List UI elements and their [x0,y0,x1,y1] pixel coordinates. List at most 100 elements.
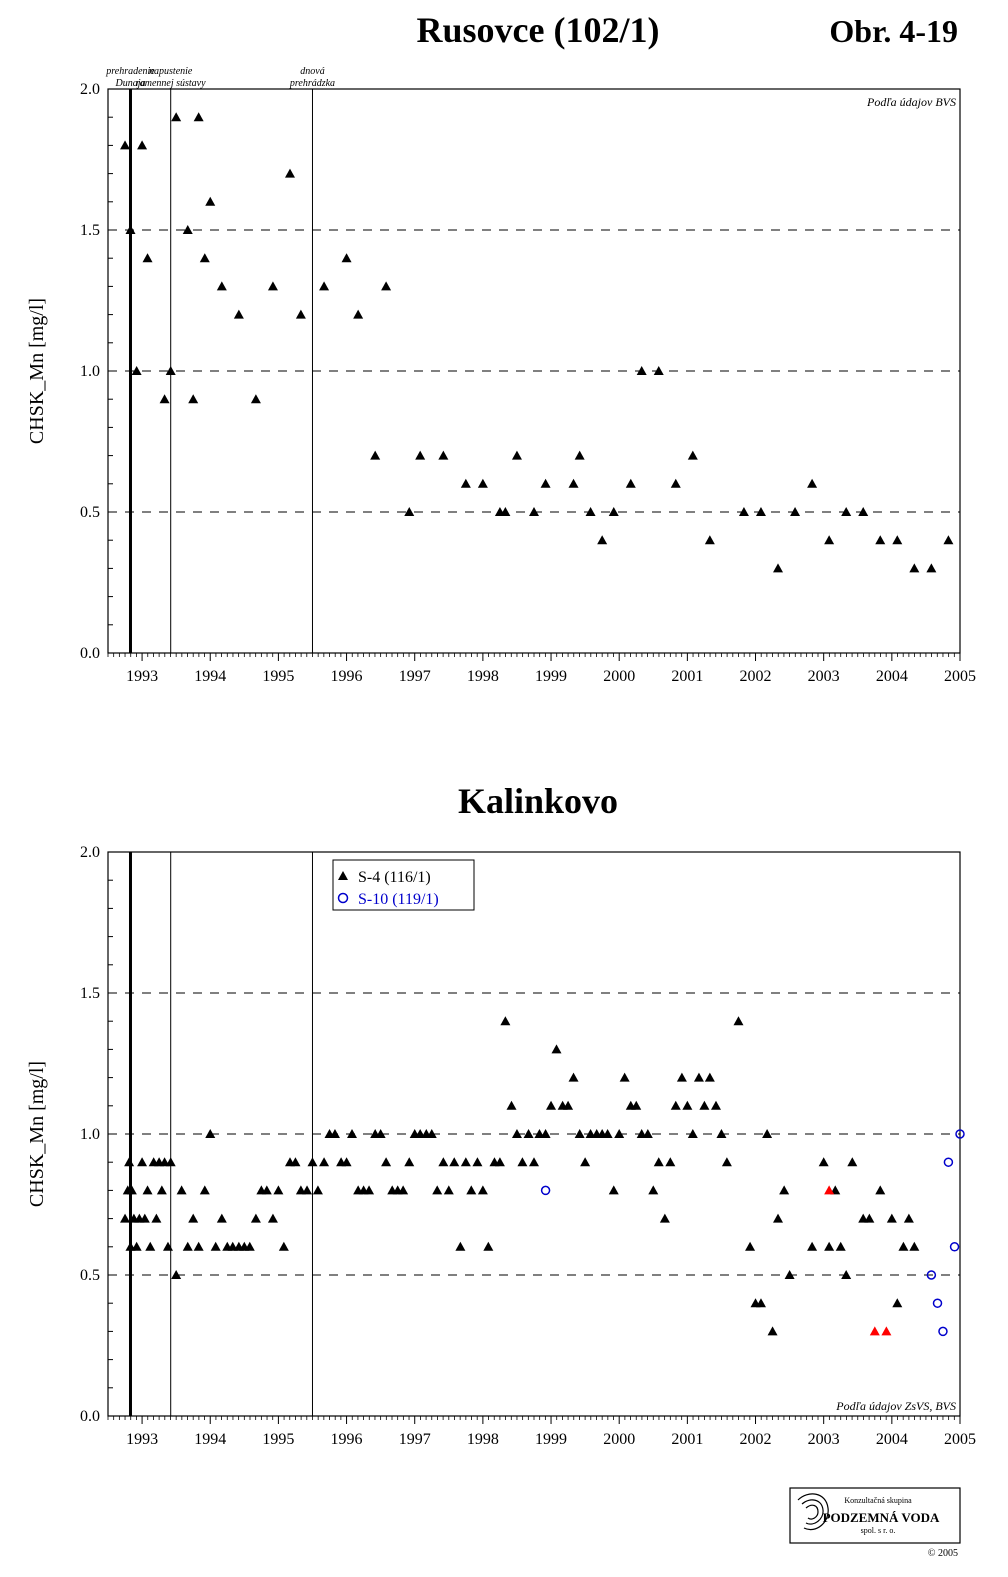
data-point [347,1129,358,1138]
x-tick-label: 2001 [671,668,703,685]
legend-circle-icon [337,892,349,904]
data-point [903,1213,914,1223]
data-point [745,1241,756,1251]
data-point [784,1270,795,1279]
data-point [551,1044,562,1054]
data-point [511,450,522,460]
x-tick-label: 2004 [876,668,908,685]
data-point [307,1157,318,1167]
data-point [625,478,636,488]
data-point [841,1270,852,1279]
data-point [205,196,216,206]
data-point [460,1157,471,1167]
data-point [602,1129,613,1138]
data-point [295,309,306,319]
x-tick-label: 1993 [126,1431,158,1448]
data-point [156,1185,167,1195]
data-point [824,535,835,545]
figure-id: Obr. 4-19 [829,13,958,49]
data-point [864,1213,875,1223]
data-point [466,1185,477,1195]
y-tick-label: 1.0 [80,1126,100,1143]
data-point [131,1241,142,1251]
data-point [773,1213,784,1223]
x-tick-label: 2001 [671,1431,703,1448]
data-point [580,1157,591,1167]
data-point [773,563,784,573]
data-point [540,1185,551,1196]
data-point [171,112,182,122]
copyright-note: © 2005 [928,1548,958,1559]
data-point [176,1185,187,1195]
data-point [381,281,392,291]
data-point [892,1298,903,1308]
data-point [608,1185,619,1195]
data-point [278,1241,289,1251]
data-point [319,281,330,291]
data-point [648,1185,659,1195]
x-tick-label: 2005 [944,1431,976,1448]
x-tick-label: 1996 [331,668,363,685]
x-tick-label: 2000 [603,1431,635,1448]
data-point [261,1185,272,1195]
legend-label-s4: S-4 (116/1) [358,869,431,886]
data-point [824,1185,835,1195]
x-tick-label: 2000 [603,668,635,685]
data-point [693,1072,704,1082]
event-label: ramennej sústavy [136,78,206,89]
data-point [341,1157,352,1167]
data-point [943,1157,954,1167]
y-tick-label: 2.0 [80,844,100,861]
data-point [932,1298,943,1308]
data-point [568,478,579,488]
data-point [477,1185,488,1195]
y-tick-label: 0.0 [80,1408,100,1425]
x-tick-label: 2003 [808,1431,840,1448]
data-point [710,1100,721,1110]
data-point [142,253,153,263]
data-point [290,1157,301,1167]
data-point [199,253,210,263]
data-point [909,1241,920,1251]
data-point [312,1185,323,1195]
data-point [738,507,749,516]
data-point [284,168,295,178]
data-point [938,1326,948,1337]
x-tick-label: 1998 [467,1431,499,1448]
x-tick-label: 1999 [535,668,567,685]
data-point [631,1100,642,1110]
data-point [139,1213,150,1223]
data-point [182,225,193,234]
x-tick-label: 2004 [876,1431,908,1448]
data-point [574,450,585,460]
data-point [494,1157,505,1167]
data-point [955,1129,965,1139]
data-point [165,366,176,375]
chart-2-legend: S-4 (116/1) S-10 (119/1) [332,859,475,911]
x-tick-label: 1997 [399,668,431,685]
data-point [500,1016,511,1026]
data-point [767,1326,778,1336]
data-point [165,1157,176,1167]
data-point [199,1185,210,1195]
data-point [404,1157,415,1167]
data-point [546,1100,557,1110]
data-point [755,507,766,516]
data-point [949,1242,960,1252]
data-point [188,1213,199,1223]
data-point [500,507,511,516]
event-label: prehrádzka [289,78,335,89]
data-point [267,281,278,291]
data-point [665,1157,676,1167]
data-point [364,1185,375,1195]
y-tick-label: 1.5 [80,985,100,1002]
data-point [455,1241,466,1251]
data-point [145,1241,156,1251]
data-point [716,1129,727,1138]
x-tick-label: 1999 [535,1431,567,1448]
data-point [267,1213,278,1223]
data-point [426,1129,437,1138]
y-tick-label: 0.0 [80,645,100,662]
data-point [642,1129,653,1138]
